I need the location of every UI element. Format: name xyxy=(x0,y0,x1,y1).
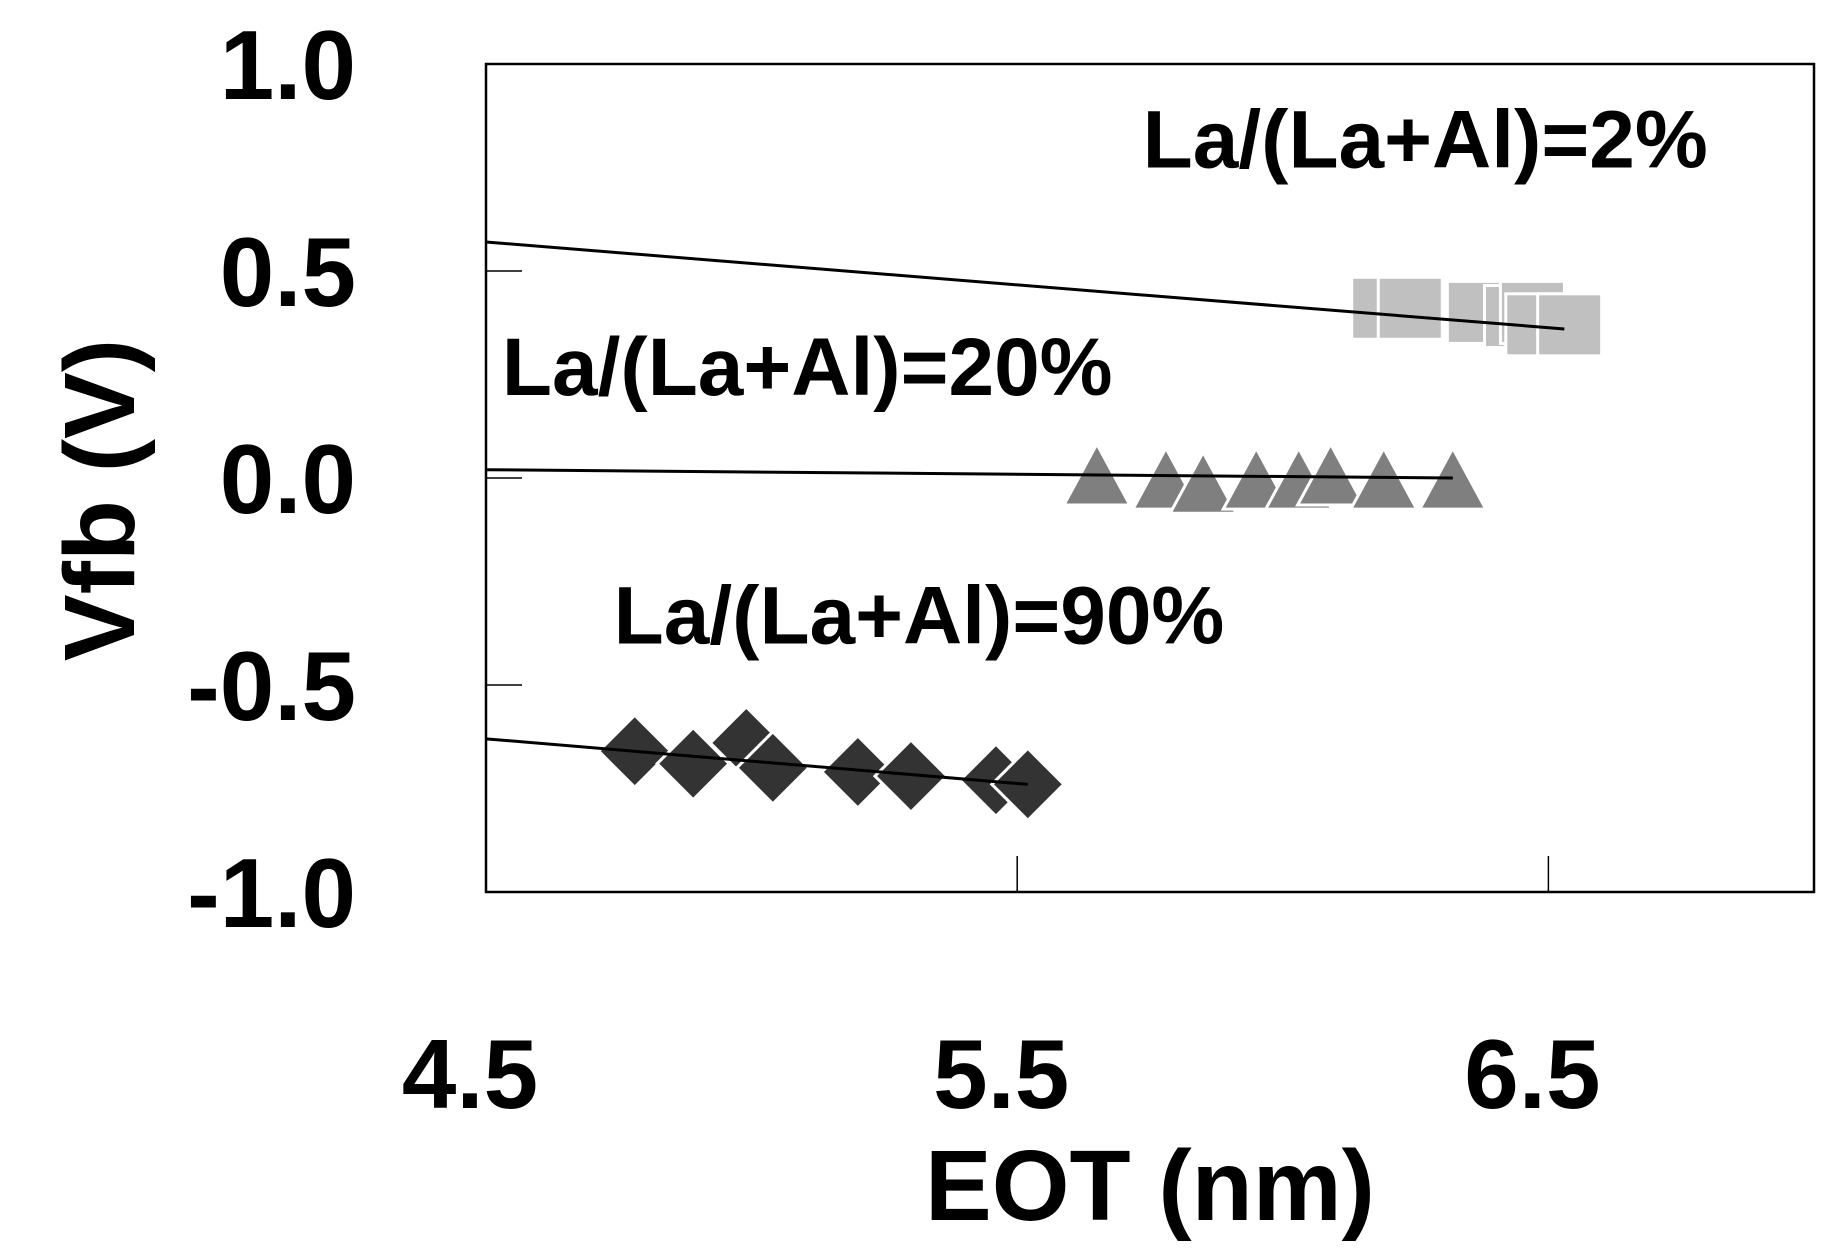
y-tick-label: 0.5 xyxy=(220,217,356,327)
y-tick-label: -1.0 xyxy=(187,838,356,948)
diamond-marker xyxy=(872,737,950,815)
y-axis-label: Vfb (V) xyxy=(44,339,156,661)
series-annotation: La/(La+Al)=20% xyxy=(502,322,1113,413)
annotations: La/(La+Al)=2% La/(La+Al)=20% La/(La+Al)=90… xyxy=(502,95,1708,662)
y-tick-label: -0.5 xyxy=(187,631,356,741)
fit-line-2 xyxy=(485,737,1028,786)
fit-line-0 xyxy=(485,240,1565,331)
triangle-marker xyxy=(1295,440,1367,507)
y-tick-label: 1.0 xyxy=(220,10,356,120)
diamond-marker xyxy=(819,733,896,811)
fit-lines xyxy=(485,240,1565,786)
axis-ticks xyxy=(485,63,1550,893)
series-annotation: La/(La+Al)=2% xyxy=(1143,95,1708,186)
y-tick-label: 0.0 xyxy=(220,424,356,534)
diamond-marker xyxy=(734,729,811,806)
tick-labels: 1.0 0.5 0.0 -0.5 -1.0 4.5 5.5 6.5 xyxy=(187,10,1600,1129)
series-annotation: La/(La+Al)=90% xyxy=(614,571,1225,662)
x-tick-label: 5.5 xyxy=(933,1019,1069,1129)
triangle-marker xyxy=(1167,449,1239,515)
fit-line-1 xyxy=(485,468,1453,480)
x-tick-label: 6.5 xyxy=(1464,1019,1600,1129)
square-marker xyxy=(1536,292,1604,358)
x-tick-label: 4.5 xyxy=(402,1019,538,1129)
square-marker xyxy=(1376,275,1444,341)
x-axis-label: EOT (nm) xyxy=(925,1130,1375,1242)
